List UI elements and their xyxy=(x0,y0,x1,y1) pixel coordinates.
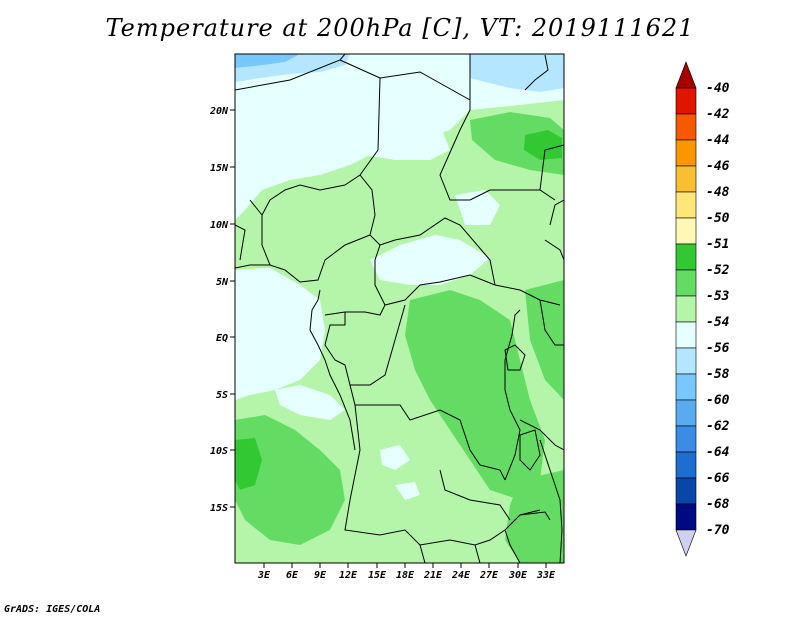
lat-label-10n: 10N xyxy=(210,220,229,231)
lon-label-24e: 24E xyxy=(451,570,471,581)
colorbar-label: -46 xyxy=(706,159,730,174)
colorbar-box xyxy=(675,425,697,453)
region-54-gulf-of-guinea xyxy=(235,268,325,400)
colorbar-box xyxy=(675,321,697,349)
colorbar-box xyxy=(675,269,697,297)
lat-label-eq: EQ xyxy=(216,333,228,344)
colorbar-label: -50 xyxy=(706,211,730,226)
colorbar-top-arrow xyxy=(675,61,697,89)
colorbar-label: -40 xyxy=(706,81,730,96)
colorbar-label: -60 xyxy=(706,393,730,408)
lon-label-9e: 9E xyxy=(314,570,327,581)
lon-label-30e: 30E xyxy=(508,570,528,581)
colorbar-label: -64 xyxy=(706,445,730,460)
colorbar-label: -58 xyxy=(706,367,730,382)
region-52-southeast xyxy=(505,470,564,563)
lat-label-10s: 10S xyxy=(210,446,228,457)
region-52-east-edge xyxy=(525,280,564,400)
lat-label-15s: 15S xyxy=(210,503,228,514)
colorbar-box xyxy=(675,347,697,375)
lon-label-6e: 6E xyxy=(286,570,299,581)
region-56-northeast xyxy=(470,54,564,92)
lon-label-27e: 27E xyxy=(479,570,499,581)
colorbar-box xyxy=(675,295,697,323)
colorbar-box xyxy=(675,373,697,401)
colorbar-label: -42 xyxy=(706,107,730,122)
map-frame xyxy=(234,53,565,564)
lat-label-5s: 5S xyxy=(216,390,228,401)
region-58-north xyxy=(235,54,300,68)
country-borders xyxy=(235,54,564,563)
colorbar-box xyxy=(675,87,697,115)
colorbar-label: -44 xyxy=(706,133,730,148)
colorbar-box xyxy=(675,217,697,245)
colorbar-label: -53 xyxy=(706,289,730,304)
region-54-spot-south xyxy=(395,482,420,500)
colorbar-box xyxy=(675,399,697,427)
lon-label-21e: 21E xyxy=(423,570,443,581)
colorbar-label: -70 xyxy=(706,523,730,538)
colorbar-box xyxy=(675,139,697,167)
lat-label-5n: 5N xyxy=(216,277,229,288)
map-title: Temperature at 200hPa [C], VT: 201911162… xyxy=(105,14,695,42)
colorbar-label: -54 xyxy=(706,315,730,330)
colorbar: -40 -42 -44 -46 -48 -50 -51 -52 -53 -54 … xyxy=(675,61,730,557)
lon-label-3e: 3E xyxy=(257,570,271,581)
colorbar-bottom-arrow xyxy=(675,529,697,557)
colorbar-boxes xyxy=(675,61,697,557)
colorbar-box xyxy=(675,477,697,505)
region-54-gulf-tongue xyxy=(275,385,345,420)
colorbar-labels: -40 -42 -44 -46 -48 -50 -51 -52 -53 -54 … xyxy=(706,81,730,538)
region-54-sahara-tongue xyxy=(350,115,450,160)
colorbar-label: -66 xyxy=(706,471,730,486)
lon-label-33e: 33E xyxy=(536,570,556,581)
colorbar-box xyxy=(675,243,697,271)
colorbar-label: -62 xyxy=(706,419,730,434)
colorbar-box xyxy=(675,451,697,479)
colorbar-label: -51 xyxy=(706,237,729,252)
region-52-southwest xyxy=(235,415,345,545)
region-54-central xyxy=(370,235,490,285)
colorbar-label: -48 xyxy=(706,185,730,200)
region-51-northeast xyxy=(524,130,562,160)
lon-label-12e: 12E xyxy=(339,570,358,581)
colorbar-box xyxy=(675,191,697,219)
grads-credit: GrADS: IGES/COLA xyxy=(4,604,101,615)
lat-label-20n: 20N xyxy=(209,106,229,117)
region-54-spot-angola xyxy=(380,445,410,470)
colorbar-label: -56 xyxy=(706,341,730,356)
lon-label-15e: 15E xyxy=(368,570,387,581)
colorbar-box xyxy=(675,165,697,193)
longitude-axis: 3E 6E 9E 12E 15E 18E 21E 24E 27E 30E 33E xyxy=(257,563,556,581)
colorbar-label: -68 xyxy=(706,497,730,512)
map-plot-area xyxy=(235,54,564,563)
region-54-chad xyxy=(455,190,500,225)
region-51-southwest xyxy=(235,438,262,490)
colorbar-label: -52 xyxy=(706,263,730,278)
latitude-axis: 20N 15N 10N 5N EQ 5S 10S 15S xyxy=(209,106,235,514)
colorbar-box xyxy=(675,113,697,141)
colorbar-box xyxy=(675,503,697,531)
lon-label-18e: 18E xyxy=(396,570,415,581)
lat-label-15n: 15N xyxy=(210,163,229,174)
